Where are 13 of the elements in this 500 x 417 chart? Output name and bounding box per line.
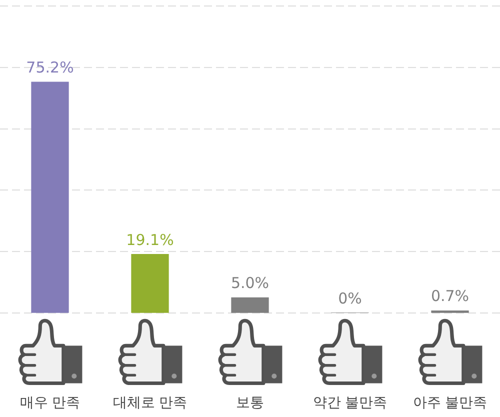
data-label: 0% [338, 289, 362, 308]
x-tick-label: 아주 불만족 [412, 395, 488, 412]
x-tick-label: 대체로 만족 [112, 395, 188, 412]
x-tick-label: 매우 만족 [20, 395, 80, 412]
x-tick-label: 보통 [236, 395, 264, 412]
data-label: 75.2% [26, 58, 74, 77]
data-label: 5.0% [230, 274, 270, 292]
bar [231, 297, 269, 313]
bar [31, 82, 69, 313]
x-tick-label: 약간 불만족 [312, 395, 388, 412]
data-label: 0.7% [430, 287, 470, 306]
bar [131, 254, 169, 313]
data-label: 19.1% [126, 230, 174, 249]
